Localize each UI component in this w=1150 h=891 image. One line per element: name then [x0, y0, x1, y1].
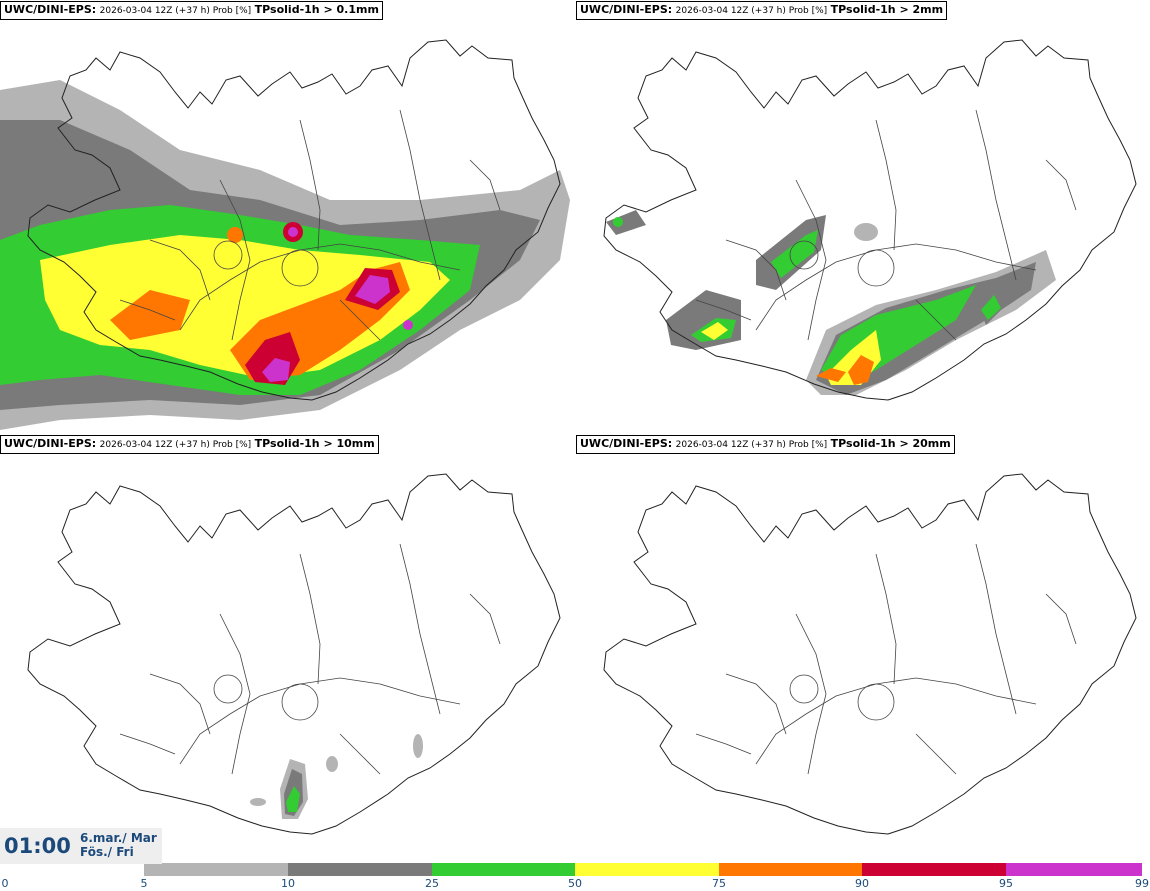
run-meta: 2026-03-04 12Z (+37 h) Prob [%] — [675, 6, 828, 16]
model-label: UWC/DINI-EPS: — [4, 3, 97, 16]
colorbar-tick-label: 90 — [855, 877, 869, 890]
colorbar-segment — [862, 863, 1006, 876]
map-panel-0.1mm: UWC/DINI-EPS: 2026-03-04 12Z (+37 h) Pro… — [0, 0, 570, 432]
iceland-map-10mm — [0, 434, 570, 866]
iceland-map-2mm — [576, 0, 1146, 432]
colorbar-segment — [144, 863, 288, 876]
colorbar-tick-label: 99 — [1135, 877, 1149, 890]
colorbar-tick-label: 25 — [425, 877, 439, 890]
valid-time-date: 6.mar./ Mar Fös./ Fri — [80, 831, 157, 859]
valid-day-line: Fös./ Fri — [80, 845, 134, 859]
panel-title: UWC/DINI-EPS: 2026-03-04 12Z (+37 h) Pro… — [0, 1, 383, 20]
valid-time-hour: 01:00 — [4, 834, 71, 858]
model-label: UWC/DINI-EPS: — [4, 437, 97, 450]
colorbar-tick-label: 75 — [712, 877, 726, 890]
colorbar-tick-label: 5 — [140, 877, 148, 890]
model-label: UWC/DINI-EPS: — [580, 3, 673, 16]
panel-title: UWC/DINI-EPS: 2026-03-04 12Z (+37 h) Pro… — [0, 435, 379, 454]
colorbar-segment — [0, 863, 144, 876]
parameter-label: TPsolid-1h > 10mm — [254, 437, 375, 450]
run-meta: 2026-03-04 12Z (+37 h) Prob [%] — [675, 440, 828, 450]
valid-time-box: 01:00 6.mar./ Mar Fös./ Fri — [0, 828, 162, 864]
parameter-label: TPsolid-1h > 20mm — [830, 437, 951, 450]
probability-colorbar: 0 5 10 25 50 75 90 95 99 — [0, 863, 1150, 891]
run-meta: 2026-03-04 12Z (+37 h) Prob [%] — [99, 440, 252, 450]
run-meta: 2026-03-04 12Z (+37 h) Prob [%] — [99, 6, 252, 16]
colorbar-segment — [288, 863, 432, 876]
colorbar-segment — [575, 863, 719, 876]
map-panel-10mm: UWC/DINI-EPS: 2026-03-04 12Z (+37 h) Pro… — [0, 434, 570, 866]
map-panel-20mm: UWC/DINI-EPS: 2026-03-04 12Z (+37 h) Pro… — [576, 434, 1146, 866]
colorbar-segment — [1006, 863, 1142, 876]
parameter-label: TPsolid-1h > 0.1mm — [254, 3, 379, 16]
colorbar-segment — [432, 863, 575, 876]
colorbar-segment — [719, 863, 862, 876]
colorbar-tick-label: 95 — [999, 877, 1013, 890]
panel-title: UWC/DINI-EPS: 2026-03-04 12Z (+37 h) Pro… — [576, 435, 955, 454]
panel-title: UWC/DINI-EPS: 2026-03-04 12Z (+37 h) Pro… — [576, 1, 948, 20]
valid-date-line: 6.mar./ Mar — [80, 831, 157, 845]
map-panel-2mm: UWC/DINI-EPS: 2026-03-04 12Z (+37 h) Pro… — [576, 0, 1146, 432]
colorbar-tick-label: 10 — [281, 877, 295, 890]
iceland-map-0.1mm — [0, 0, 570, 432]
colorbar-tick-label: 50 — [568, 877, 582, 890]
model-label: UWC/DINI-EPS: — [580, 437, 673, 450]
colorbar-tick-label: 0 — [1, 877, 9, 890]
iceland-map-20mm — [576, 434, 1146, 866]
parameter-label: TPsolid-1h > 2mm — [830, 3, 944, 16]
